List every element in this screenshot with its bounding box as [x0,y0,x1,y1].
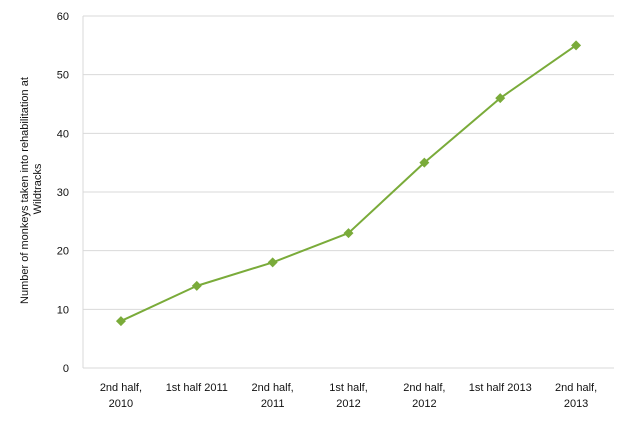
y-tick-label: 40 [57,128,69,140]
data-point-marker [343,228,354,239]
y-axis-title-line-1: Number of monkeys taken into rehabilitat… [19,77,31,304]
series-line [120,44,577,322]
gridlines [82,15,614,369]
data-point-marker [571,40,582,51]
x-tick-label: 1st half, 2012 [329,382,368,410]
y-axis-title: Number of monkeys taken into rehabilitat… [19,74,44,304]
y-tick-labels: 0 10 20 30 40 50 60 [57,11,69,375]
x-tick-label-line: 1st half 2011 [166,382,228,394]
y-tick-label: 60 [57,11,69,23]
y-tick-label: 50 [57,70,69,82]
x-tick-label: 1st half 2013 [469,382,532,394]
x-tick-label-line: 2012 [412,398,436,410]
x-tick-label-line: 2010 [109,398,133,410]
x-tick-label-line: 2nd half, [403,382,445,394]
data-point-marker [267,257,278,268]
y-tick-label: 20 [57,246,69,258]
x-tick-label-line: 2nd half, [252,382,294,394]
y-axis-title-line-2: Wildtracks [32,163,44,214]
x-tick-label-line: 2011 [261,398,285,410]
x-tick-label: 2nd half, 2013 [555,382,597,410]
y-tick-label: 30 [57,187,69,199]
x-tick-label-line: 1st half, [329,382,368,394]
x-tick-label-line: 1st half 2013 [469,382,532,394]
series-line-group [115,40,582,327]
x-tick-label: 1st half 2011 [166,382,228,394]
x-tick-label: 2nd half, 2010 [100,382,142,410]
x-tick-label-line: 2nd half, [100,382,142,394]
data-point-marker [191,280,202,291]
x-tick-label: 2nd half, 2012 [403,382,445,410]
data-point-marker [115,316,126,327]
data-point-marker [419,157,430,168]
y-tick-label: 10 [57,304,69,316]
x-tick-label: 2nd half, 2011 [252,382,294,410]
data-point-marker [495,93,506,104]
x-tick-label-line: 2013 [564,398,588,410]
x-tick-labels: 2nd half, 2010 1st half 2011 2nd half, 2011 1… [100,382,597,410]
x-tick-label-line: 2012 [336,398,360,410]
y-tick-label: 0 [63,363,69,375]
x-tick-label-line: 2nd half, [555,382,597,394]
